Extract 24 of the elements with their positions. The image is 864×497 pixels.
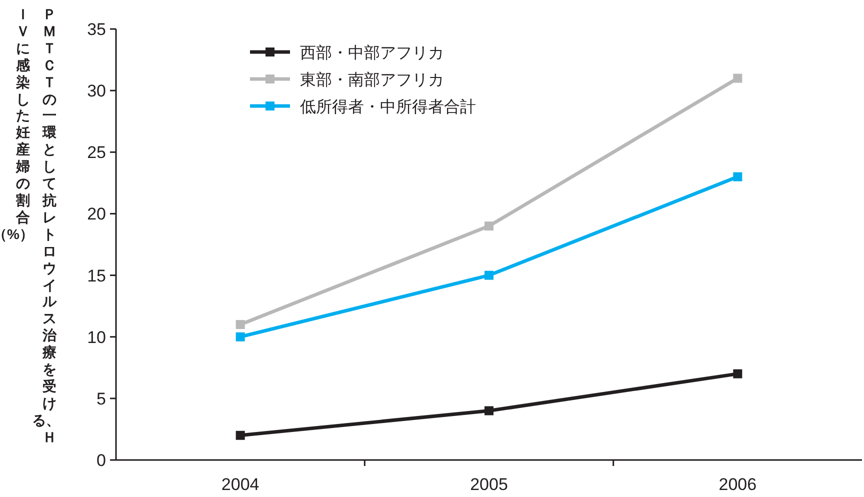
y-tick-label: 15 <box>87 266 106 286</box>
point <box>733 369 742 378</box>
y-tick-label: 10 <box>87 328 106 347</box>
y-tick-label: 5 <box>96 389 106 408</box>
point <box>484 270 494 280</box>
point <box>484 406 494 416</box>
legend-label: 東部・南部アフリカ <box>300 71 444 89</box>
text: ＰＭＴＣＴの一環として抗レトロウイルス治療を受ける、ＨＩＶに感染した妊産婦の割合（%） <box>0 6 60 445</box>
legend-label: 西部・中部アフリカ <box>300 44 444 62</box>
x-tick-label: 2005 <box>470 475 508 494</box>
legend-label: 低所得者・中所得者合計 <box>300 98 476 116</box>
point <box>236 320 245 330</box>
y-tick-label: 30 <box>87 82 106 101</box>
point <box>236 430 245 440</box>
y-tick-label: 35 <box>87 20 106 39</box>
point <box>733 74 742 83</box>
x-tick-label: 2006 <box>718 475 757 494</box>
y-tick-label: 0 <box>96 451 106 470</box>
point <box>484 222 494 231</box>
x-tick-label: 2004 <box>221 475 260 494</box>
point <box>236 332 245 342</box>
y-tick-label: 25 <box>87 143 106 162</box>
point <box>733 172 742 182</box>
y-tick-label: 20 <box>87 204 106 224</box>
